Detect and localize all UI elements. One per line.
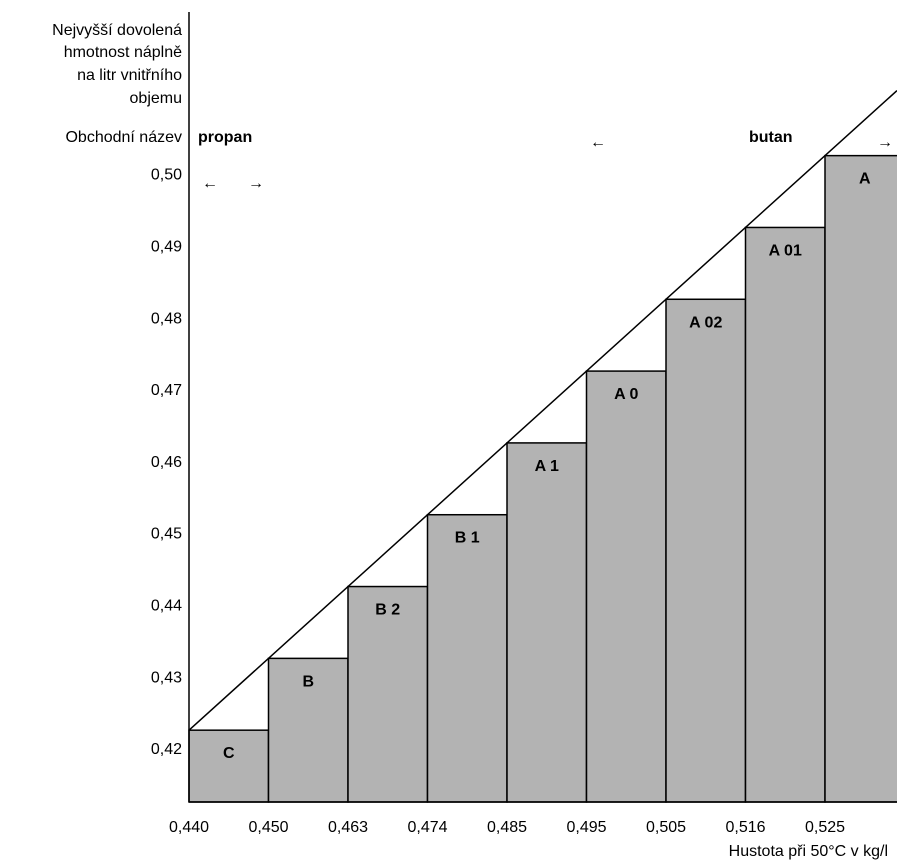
y-tick-label: 0,45 — [151, 526, 182, 543]
bar-label-c: C — [223, 745, 235, 762]
bar-label-a: A — [859, 171, 871, 188]
bar-c — [188, 729, 270, 803]
bar-a-02 — [665, 298, 747, 803]
x-tick-label: 0,474 — [407, 819, 447, 836]
x-tick-label: 0,516 — [725, 819, 765, 836]
bar-label-a-02: A 02 — [689, 314, 722, 331]
y-axis-title-line-1: Nejvyšší dovolená — [52, 22, 182, 39]
propan-arrow-left: ← — [202, 175, 218, 192]
diagonal-limit-line — [188, 90, 897, 731]
propan-arrow-right: → — [248, 175, 264, 192]
bar-label-a-01: A 01 — [769, 242, 802, 259]
bar-b-2 — [347, 585, 429, 803]
bar-a-1 — [506, 442, 588, 803]
y-tick-label: 0,44 — [151, 598, 182, 615]
x-tick-label: 0,440 — [169, 819, 209, 836]
y-tick-label: 0,42 — [151, 741, 182, 758]
x-tick-labels: 0,440 0,450 0,463 0,474 0,485 0,495 0,505 0,516… — [169, 819, 845, 836]
bar-label-a-0: A 0 — [614, 386, 638, 403]
y-axis-title-line-2: hmotnost náplně — [64, 44, 182, 61]
y-axis-title-line-4: objemu — [130, 90, 182, 107]
y-tick-label: 0,47 — [151, 382, 182, 399]
bar-b-1 — [426, 513, 508, 803]
bar-a — [824, 154, 897, 803]
y-tick-label: 0,50 — [151, 167, 182, 184]
trade-name-label: Obchodní název — [65, 129, 182, 146]
y-tick-label: 0,46 — [151, 454, 182, 471]
bar-label-b-1: B 1 — [455, 530, 480, 547]
x-tick-label: 0,463 — [328, 819, 368, 836]
y-tick-label: 0,48 — [151, 310, 182, 327]
x-axis-title: Hustota při 50°C v kg/l — [729, 843, 888, 860]
x-tick-label: 0,450 — [248, 819, 288, 836]
plot-area: C B B 2 B 1 A 1 A 0 A 02 A 01 A — [188, 12, 897, 803]
butan-label: butan — [749, 129, 793, 146]
bar-label-a-1: A 1 — [535, 458, 559, 475]
butan-arrow-left: ← — [590, 134, 606, 151]
propan-label: propan — [198, 129, 252, 146]
bar-a-0 — [585, 370, 667, 803]
x-tick-label: 0,525 — [805, 819, 845, 836]
y-tick-labels: 0,42 0,43 0,44 0,45 0,46 0,47 0,48 0,49 0,50 — [151, 167, 182, 759]
bar-label-b: B — [302, 673, 314, 690]
x-tick-label: 0,485 — [487, 819, 527, 836]
x-tick-label: 0,495 — [566, 819, 606, 836]
y-tick-label: 0,43 — [151, 669, 182, 686]
butan-arrow-right: → — [877, 134, 893, 151]
bar-label-b-2: B 2 — [375, 602, 400, 619]
bar-a-01 — [744, 226, 826, 803]
x-tick-label: 0,505 — [646, 819, 686, 836]
y-tick-label: 0,49 — [151, 238, 182, 255]
y-axis-title-line-3: na litr vnitřního — [77, 67, 182, 84]
